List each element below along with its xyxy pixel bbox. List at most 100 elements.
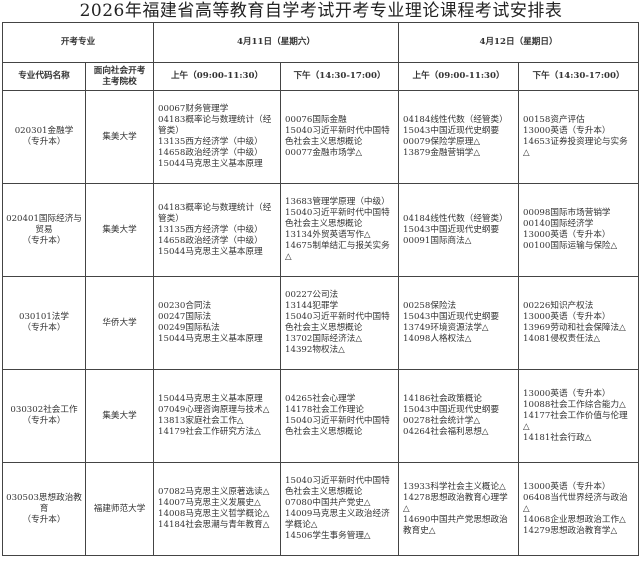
day2-am-header: 上午（09:00-11:30） [398, 62, 520, 91]
day1-pm-courses-line: 13134外贸英语写作△ [285, 230, 371, 240]
day2-pm-courses-line: 13000英语（专升本） [523, 312, 611, 322]
day1-am-courses-line: 13813家庭社会工作△ [158, 416, 244, 426]
day2-am-courses-line: 04264社会福利思想△ [403, 427, 489, 437]
day1-pm-courses: 00227公司法 13144犯罪学 15040习近平新时代中国特 色社会主义思想概论 1… [280, 276, 400, 370]
day2-am-courses-line: 15043中国近现代史纲要 [403, 312, 500, 322]
school-cell: 集美大学 [84, 90, 155, 184]
school-header-line: 主考院校 [102, 76, 137, 87]
day2-pm-courses-line: 14068企业思想政治工作△ [523, 514, 626, 525]
day1-pm-courses-line: 04265社会心理学 [285, 394, 356, 404]
major-cell-line: 020301金融学 [14, 126, 74, 136]
major-cell-line: （专升本） [22, 323, 66, 333]
day1-am-courses-line: 00249国际私法 [158, 323, 220, 333]
school-cell: 华侨大学 [84, 276, 155, 370]
day2-am-courses-line: 00258保险法 [403, 301, 457, 311]
day1-am-courses-line: 15044马克思主义基本原理 [158, 159, 263, 169]
day2-pm-header: 下午（14:30-17:00） [518, 62, 640, 91]
major-code-header: 专业代码名称 [2, 62, 86, 91]
day1-pm-courses-line: 学概论△ [285, 520, 318, 530]
day2-am-courses-line: 04184线性代数（经管类） [403, 213, 508, 224]
day1-am-courses-line: 07049心理咨询原理与技术△ [158, 405, 270, 415]
day1-pm-courses-line: 13144犯罪学 [285, 301, 339, 311]
day2-am-courses-line: 15043中国近现代史纲要 [403, 126, 500, 136]
day2-am-courses: 00258保险法 15043中国近现代史纲要 13749环境资源法学△ 14098人格… [398, 276, 520, 370]
day1-pm-courses: 13683管理学原理（中级） 15040习近平新时代中国特 色社会主义思想概论 131… [280, 183, 400, 277]
day2-pm-courses-line: 00140国际经济学 [523, 219, 594, 229]
major-cell-line: 020401国际经济与 [6, 213, 82, 224]
day1-am-courses-line: 管类） [158, 126, 184, 136]
day1-am-courses: 00230合同法 00247国际法 00249国际私法 15044马克思主义基本原理 [153, 276, 282, 370]
day1-am-courses-line: 04183概率论与数理统计（经 [158, 115, 272, 125]
day2-pm-courses-line: 13000英语（专升本） [523, 481, 611, 492]
major-cell-line: 030503思想政治教 [6, 492, 82, 503]
day2-am-courses-line: △ [403, 503, 410, 514]
day1-pm-courses-line: 14009马克思主义政治经济 [285, 509, 390, 519]
day2-pm-courses: 13000英语（专升本） 06408当代世界经济与政治 △ 14068企业思想政治工作… [518, 462, 640, 556]
day1-pm-courses-line: 15040习近平新时代中国特 [285, 208, 390, 218]
day1-pm-courses-line: 13683管理学原理（中级） [285, 197, 390, 207]
day2-am-courses-line: 00278社会统计学△ [403, 416, 480, 426]
major-cell: 030101法学 （专升本） [2, 276, 86, 370]
day1-am-courses-line: 13135西方经济学（中级） [158, 137, 263, 147]
day1-am-courses: 07082马克思主义原著选读△ 14007马克思主义发展史△ 14008马克思主义哲… [153, 462, 282, 556]
day1-am-courses-line: 15044马克思主义基本原理 [158, 334, 263, 344]
day2-pm-courses-line: 10088社会工作综合能力△ [523, 399, 626, 410]
page-title: 2026年福建省高等教育自学考试开考专业理论课程考试安排表 [79, 1, 563, 21]
day2-am-courses-line: 14278思想政治教育心理学 [403, 492, 508, 503]
day2-pm-courses-line: 00098国际市场营销学 [523, 208, 611, 218]
day1-pm-courses-line: 13702国际经济法△ [285, 334, 362, 344]
day2-am-courses: 13933科学社会主义概论△ 14278思想政治教育心理学 △ 14690中国共产党思… [398, 462, 520, 556]
day1-am-courses: 04183概率论与数理统计（经 管类） 13135西方经济学（中级） 14658政治经… [153, 183, 282, 277]
day1-am-header: 上午（09:00-11:30） [153, 62, 282, 91]
day2-am-courses-line: 14186社会政策概论 [403, 394, 482, 404]
day1-am-courses-line: 14658政治经济学（中级） [158, 148, 263, 158]
day1-pm-courses: 04265社会心理学 14178社会工作理论 15040习近平新时代中国特 色社会主义… [280, 369, 400, 463]
day1-am-courses-line: 00067财务管理学 [158, 104, 229, 114]
day1-pm-courses-line: 07080中国共产党史△ [285, 498, 371, 508]
day1-pm-courses: 00076国际金融 15040习近平新时代中国特 色社会主义思想概论 00077金融市… [280, 90, 400, 184]
day2-am-courses: 14186社会政策概论 15043中国近现代史纲要 00278社会统计学△ 04264… [398, 369, 520, 463]
day2-am-courses-line: 14690中国共产党思想政治 [403, 514, 508, 525]
day2-am-courses-line: 04184线性代数（经管类） [403, 115, 508, 125]
day1-pm-courses-line: 15040习近平新时代中国特 [285, 476, 390, 486]
day1-pm-courses-line: 15040习近平新时代中国特 [285, 416, 390, 426]
day1-pm-courses-line: 色社会主义思想概论 [285, 219, 363, 229]
day1-pm-courses-line: 14392物权法△ [285, 345, 345, 355]
day2-pm-courses-line: 13000英语（专升本） [523, 388, 611, 399]
day2-pm-courses: 00098国际市场营销学 00140国际经济学 13000英语（专升本） 00100国… [518, 183, 640, 277]
day1-pm-courses-line: 色社会主义思想概论 [285, 137, 363, 147]
major-cell-line: 贸易 [35, 224, 53, 235]
major-cell: 020301金融学 （专升本） [2, 90, 86, 184]
day2-am-courses-line: 教育史△ [403, 525, 436, 536]
day2-pm-courses-line: 00100国际运输与保险△ [523, 241, 618, 251]
day1-am-courses-line: 14008马克思主义哲学概论△ [158, 509, 270, 519]
day1-am-courses-line: 00230合同法 [158, 301, 212, 311]
day1-am-courses-line: 管类） [158, 213, 184, 224]
day2-pm-courses-line: 13000英语（专升本） [523, 230, 611, 240]
day2-am-courses-line: 00079保险学原理△ [403, 137, 480, 147]
day1-am-courses-line: 07082马克思主义原著选读△ [158, 487, 270, 497]
major-group-header: 开考专业 [1, 22, 155, 63]
day2-am-courses-line: 13933科学社会主义概论△ [403, 481, 506, 492]
day2-am-courses-line: 14098人格权法△ [403, 334, 472, 344]
day1-pm-courses-line: 00076国际金融 [285, 115, 347, 125]
day2-pm-courses-line: 14081侵权责任法△ [523, 334, 600, 344]
day2-pm-courses-line: 14181社会行政△ [523, 432, 592, 443]
exam-schedule-table: 开考专业 4月11日（星期六） 4月12日（星期日） 专业代码名称 面向社会开考… [1, 22, 640, 556]
major-cell-line: （专升本） [22, 235, 66, 246]
school-cell: 集美大学 [84, 183, 155, 277]
table-row: 020301金融学 （专升本） 集美大学 00067财务管理学 04183概率论与数理统… [2, 90, 640, 184]
day2-pm-courses-line: 14653证券投资理论与实务 [523, 137, 628, 147]
day2-pm-courses-line: △ [523, 503, 530, 514]
day1-am-courses-line: 14184社会思潮与青年教育△ [158, 520, 270, 530]
day2-am-courses-line: 00091国际商法△ [403, 235, 472, 246]
day1-am-courses-line: 14179社会工作研究方法△ [158, 427, 261, 437]
day1-am-courses: 15044马克思主义基本原理 07049心理咨询原理与技术△ 13813家庭社会工作… [153, 369, 282, 463]
day2-pm-courses-line: 13000英语（专升本） [523, 126, 611, 136]
day1-pm-courses-line: △ [285, 252, 292, 262]
day2-pm-courses: 00226知识产权法 13000英语（专升本） 13969劳动和社会保障法△ 1408… [518, 276, 640, 370]
day1-am-courses-line: 00247国际法 [158, 312, 212, 322]
day1-pm-courses-line: 15040习近平新时代中国特 [285, 312, 390, 322]
day1-pm-courses: 15040习近平新时代中国特 色社会主义思想概论 07080中国共产党史△ 14009… [280, 462, 400, 556]
day2-pm-courses-line: 13969劳动和社会保障法△ [523, 323, 626, 333]
